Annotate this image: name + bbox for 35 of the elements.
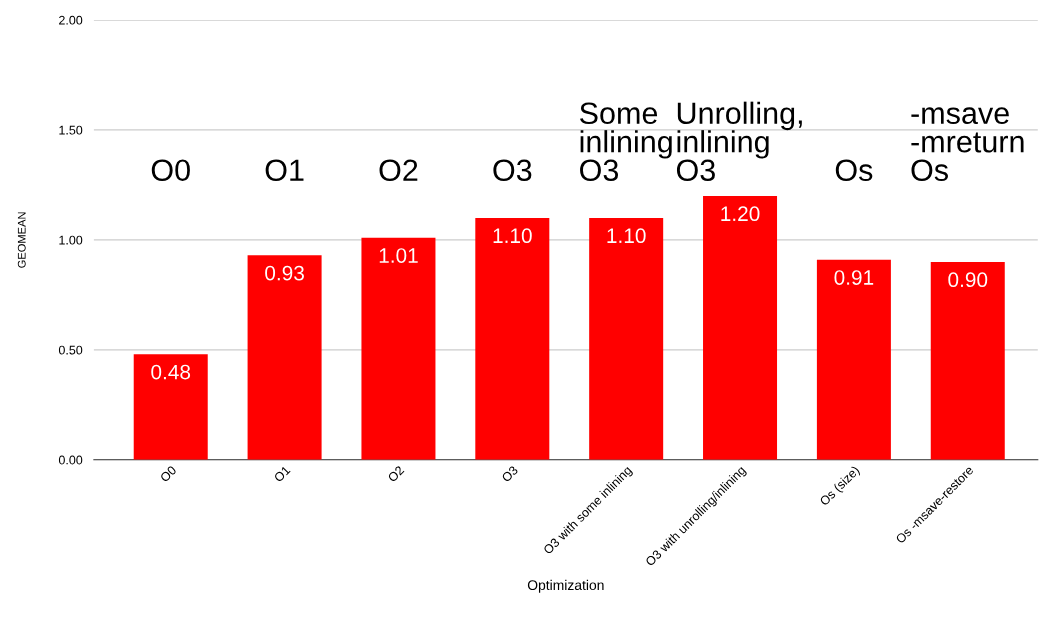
data-label: 0.48 — [151, 364, 191, 380]
bar — [133, 354, 208, 460]
x-tick-label: O2 — [387, 465, 405, 483]
bar — [361, 237, 436, 460]
y-axis-title: GEOMEAN — [17, 212, 26, 268]
annotation: O2 — [379, 159, 418, 182]
annotation: Os — [835, 159, 873, 182]
data-label: 0.93 — [265, 265, 304, 281]
data-label: 0.90 — [948, 272, 988, 288]
bar — [475, 217, 550, 460]
annotation: Unrolling, inlining O3 — [676, 101, 802, 182]
data-label: 0.91 — [834, 270, 874, 285]
data-label: 1.10 — [607, 228, 646, 244]
bar — [816, 259, 891, 460]
annotation: O1 — [265, 159, 304, 182]
annotation: O3 — [493, 159, 532, 182]
x-tick-label: O0 — [159, 465, 177, 483]
y-tick-label: 0.00 — [58, 455, 83, 465]
x-axis-title: Optimization — [527, 579, 604, 593]
y-tick-label: 1.50 — [59, 125, 83, 135]
data-label: 1.10 — [493, 228, 532, 244]
annotation: Some inlining O3 — [580, 102, 672, 182]
bar — [703, 195, 778, 460]
x-tick-label: O3 — [501, 465, 519, 483]
bar — [589, 217, 664, 460]
bar — [930, 261, 1005, 460]
data-label: 1.20 — [721, 206, 760, 222]
bar — [247, 255, 322, 460]
y-tick-label: 2.00 — [59, 15, 83, 25]
data-label: 1.01 — [379, 248, 418, 263]
annotation: O0 — [151, 159, 190, 182]
y-tick-label: 1.00 — [59, 235, 83, 245]
x-tick-label: O1 — [273, 465, 291, 483]
annotation: -msave -mreturn Os — [911, 107, 1024, 182]
y-tick-label: 0.50 — [58, 345, 83, 355]
